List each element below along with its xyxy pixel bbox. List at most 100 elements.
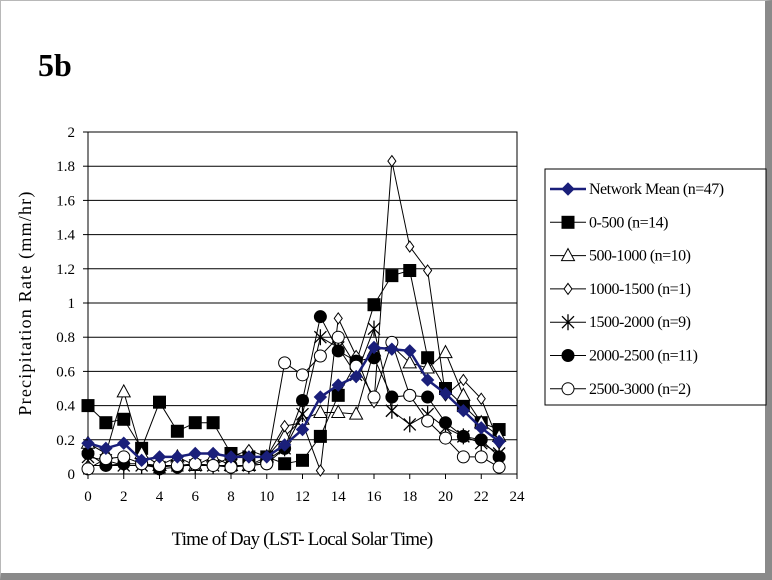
legend-label: Network Mean (n=47) [589,181,724,198]
legend-item: Network Mean (n=47) [550,181,724,198]
data-point [456,429,470,443]
data-point [188,446,202,461]
data-point [331,344,345,358]
legend-item: 2000-2500 (n=11) [550,348,698,365]
data-point [438,344,453,359]
data-point [474,450,488,464]
legend-marker [561,314,575,331]
data-point [492,434,506,449]
data-point [420,359,435,374]
data-point [492,460,506,474]
data-point [206,446,220,461]
series-5 [81,310,506,476]
y-tick-label: 0.2 [56,433,75,449]
data-point [403,416,417,433]
x-tick-label: 4 [156,489,164,505]
data-point [367,340,381,355]
y-tick-label: 0 [68,467,76,483]
data-point [349,369,363,384]
x-tick-label: 14 [331,489,347,505]
slide-title: 5b [38,47,72,83]
data-point [331,330,345,344]
data-point [313,310,327,324]
x-tick-label: 10 [259,489,274,505]
legend-item: 1500-2000 (n=9) [550,314,691,331]
data-point [188,416,202,430]
legend: Network Mean (n=47) 0-500 (n=14) 500-1000 … [544,168,767,406]
series-line [87,336,500,470]
data-point [385,402,399,419]
data-point [313,404,328,418]
x-tick-label: 2 [120,489,128,505]
y-tick-label: 2 [68,125,76,141]
data-point [367,298,381,312]
x-tick-label: 6 [192,489,200,505]
legend-box [544,168,767,406]
legend-label: 1000-1500 (n=1) [589,281,691,298]
data-point [403,344,417,358]
data-point [313,349,327,363]
data-point [438,386,453,401]
data-point [260,450,274,464]
data-point [421,390,435,404]
data-point [420,373,435,387]
y-tick-label: 1.6 [56,193,75,209]
legend-marker [561,382,575,396]
legend-label: 2000-2500 (n=11) [589,348,698,365]
data-point [405,240,415,253]
data-point [296,368,309,382]
data-point [116,383,132,398]
legend-label: 1500-2000 (n=9) [589,314,691,331]
x-tick-label: 0 [84,489,92,505]
data-point [153,395,166,409]
data-point [423,264,433,277]
legend-marker [560,247,576,262]
data-point [456,387,471,401]
data-point [280,419,290,433]
x-tick-label: 12 [295,489,310,505]
y-tick-label: 0.4 [56,399,75,415]
axis-ticks: 00.20.40.60.811.21.41.61.820 2 4 6 8 10 12 14 16… [56,125,525,505]
x-axis-label: Time of Day (LST- Local Solar Time) [172,529,433,550]
data-point [385,342,399,356]
series-group [80,154,507,477]
data-point [387,154,397,168]
data-point [367,320,381,337]
data-point [331,378,345,392]
data-point [206,416,220,430]
data-point [313,429,327,443]
data-point [403,264,417,278]
series-0 [81,340,506,468]
data-point [117,450,131,464]
series-line [87,269,500,465]
data-point [170,424,184,438]
data-point [456,450,470,464]
legend-item: 0-500 (n=14) [550,214,669,231]
data-point [348,406,364,420]
y-tick-label: 0.6 [56,364,75,380]
data-point [224,450,238,464]
data-point [315,464,325,477]
x-tick-label: 16 [367,489,383,505]
y-tick-label: 1 [68,296,76,312]
legend-item: 2500-3000 (n=2) [550,381,691,398]
legend-item: 500-1000 (n=10) [550,247,691,265]
data-point [402,354,418,369]
x-tick-label: 22 [474,489,489,505]
data-point [476,392,486,406]
legend-label: 500-1000 (n=10) [589,248,691,265]
legend-item: 1000-1500 (n=1) [550,281,691,298]
data-point [385,269,399,283]
x-tick-label: 18 [402,489,417,505]
legend-marker [561,349,575,362]
data-point [99,441,113,456]
data-point [474,421,488,435]
data-point [295,422,310,437]
y-tick-label: 1.8 [56,159,75,175]
data-point [421,414,435,428]
data-point [333,312,343,325]
data-point [313,390,328,404]
data-point [152,450,167,464]
data-point [385,390,399,404]
